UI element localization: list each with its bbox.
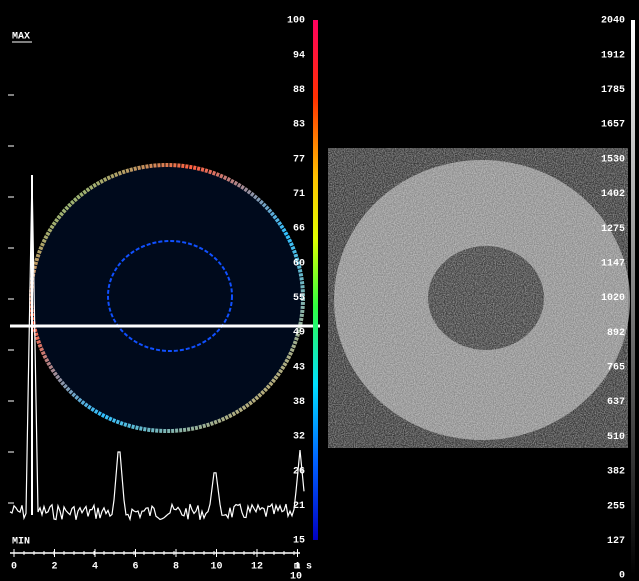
color-scale-label: 38 — [293, 397, 305, 408]
gray-scale-label: 1530 — [601, 154, 625, 165]
gray-scale-label: 1785 — [601, 85, 625, 96]
gray-scale-label: 2040 — [601, 16, 625, 27]
color-scale-label: 66 — [293, 224, 305, 235]
x-tick-label: 2 — [51, 562, 57, 573]
gray-scale-label: 765 — [607, 363, 625, 374]
x-exponent: 10 — [290, 572, 302, 581]
color-scale-label: 88 — [293, 85, 305, 96]
color-scale-label: 55 — [293, 293, 305, 304]
x-tick-label: 1 — [294, 562, 300, 573]
gray-scale-label: 255 — [607, 501, 625, 512]
gray-scale-label: 382 — [607, 467, 625, 478]
x-tick-label: 6 — [132, 562, 138, 573]
gray-scale-label: 510 — [607, 432, 625, 443]
x-tick-label: 0 — [11, 562, 17, 573]
gray-bar — [631, 20, 635, 575]
color-scale-label: 60 — [293, 258, 305, 269]
color-scale-label: 83 — [293, 120, 305, 131]
x-tick-label: 10 — [210, 562, 222, 573]
color-scale-label: 94 — [293, 50, 305, 61]
gray-scale-label: 1020 — [601, 293, 625, 304]
color-scale-label: 21 — [293, 501, 305, 512]
color-scale-label: 43 — [293, 362, 305, 373]
color-scale-label: 49 — [293, 328, 305, 339]
x-unit: m s — [294, 562, 312, 573]
x-tick-label: 12 — [251, 562, 263, 573]
gray-scale-label: 1912 — [601, 50, 625, 61]
min-label: MIN — [12, 537, 30, 548]
gray-scale-label: 1402 — [601, 189, 625, 200]
color-scale-label: 26 — [293, 466, 305, 477]
gray-scale-label: 1147 — [601, 258, 625, 269]
gray-scale-label: 892 — [607, 328, 625, 339]
gray-scale-label: 127 — [607, 536, 625, 547]
ring-outer — [29, 163, 305, 433]
gray-scale-label: 637 — [607, 397, 625, 408]
max-label: MAX — [12, 32, 30, 43]
x-tick-label: 8 — [173, 562, 179, 573]
x-tick-label: 4 — [92, 562, 98, 573]
gray-scale-label: 1275 — [601, 224, 625, 235]
color-scale-label: 100 — [287, 16, 305, 27]
color-bar — [313, 20, 318, 540]
color-scale-label: 77 — [293, 154, 305, 165]
color-scale-label: 71 — [293, 189, 305, 200]
color-scale-label: 15 — [293, 536, 305, 547]
gray-image-noise — [328, 148, 628, 448]
ring-inner — [107, 240, 233, 352]
gray-scale-label: 1657 — [601, 120, 625, 131]
color-scale-label: 32 — [293, 432, 305, 443]
profile-trace — [9, 174, 305, 522]
gray-scale-label: 0 — [619, 571, 625, 581]
